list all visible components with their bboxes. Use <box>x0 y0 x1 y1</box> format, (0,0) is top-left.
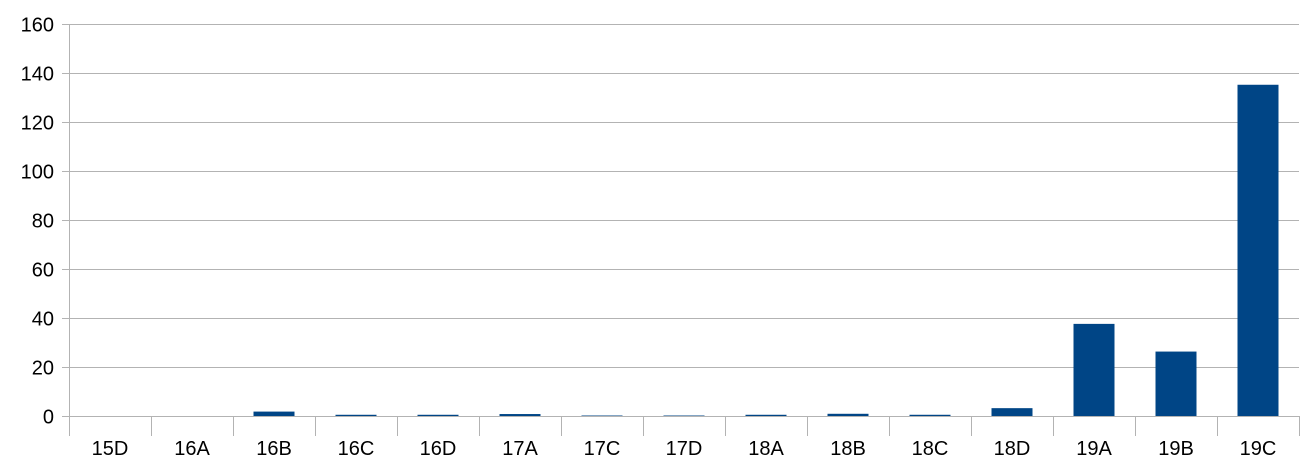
bar-19C <box>1237 84 1279 416</box>
y-tick-label: 80 <box>32 211 54 233</box>
y-tick-label: 0 <box>43 407 54 429</box>
x-tick-label: 15D <box>92 438 129 460</box>
bar-16C <box>335 414 377 416</box>
x-tick-label: 19B <box>1158 438 1194 460</box>
bar-18A <box>745 414 787 416</box>
y-tick-label: 100 <box>21 162 54 184</box>
x-tick-label: 16A <box>174 438 210 460</box>
x-tick-label: 16B <box>256 438 292 460</box>
bar-18C <box>909 414 951 416</box>
y-tick-label: 60 <box>32 260 54 282</box>
y-tick-label: 140 <box>21 64 54 86</box>
tick-labels: 0 20 40 60 80 100 120 140 160 15D 16A 16B 16C 16D 17A 1… <box>21 15 1277 461</box>
x-tick-label: 18A <box>748 438 784 460</box>
bar-19B <box>1155 351 1197 416</box>
x-tick-label: 17C <box>584 438 621 460</box>
bar-19A <box>1073 323 1115 416</box>
y-tick-label: 40 <box>32 309 54 331</box>
y-tick-label: 20 <box>32 358 54 380</box>
y-tick-label: 120 <box>21 113 54 135</box>
x-tick-label: 17D <box>666 438 703 460</box>
x-tick-label: 16D <box>420 438 457 460</box>
y-tick-label: 160 <box>21 15 54 37</box>
x-tick-label: 19C <box>1240 438 1277 460</box>
x-tick-label: 17A <box>502 438 538 460</box>
bar-16D <box>417 414 459 416</box>
x-tick-label: 19A <box>1076 438 1112 460</box>
bars <box>253 84 1279 416</box>
bar-17A <box>499 414 541 416</box>
axes <box>62 24 1300 436</box>
gridlines <box>69 24 1299 368</box>
bar-18B <box>827 413 869 416</box>
x-tick-label: 18D <box>994 438 1031 460</box>
x-tick-label: 18B <box>830 438 866 460</box>
bar-16B <box>253 411 295 416</box>
x-tick-label: 16C <box>338 438 375 460</box>
bar-18D <box>991 408 1033 416</box>
x-tick-label: 18C <box>912 438 949 460</box>
